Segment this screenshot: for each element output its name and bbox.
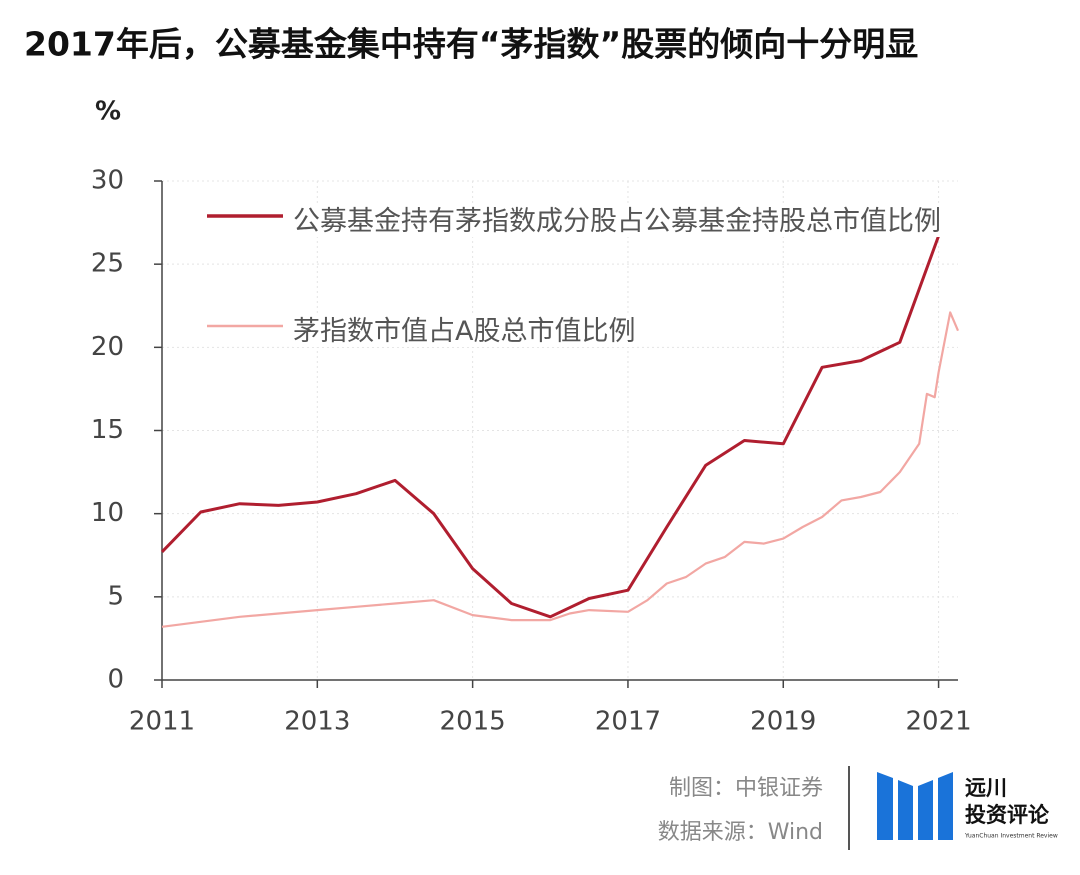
x-tick-label: 2011 [129, 707, 195, 737]
y-tick-label: 0 [107, 665, 124, 695]
y-tick-label: 10 [91, 498, 124, 528]
legend-label: 茅指数市值占A股总市值比例 [293, 316, 636, 347]
legend-box: 茅指数市值占A股总市值比例 [293, 316, 636, 347]
y-tick-label: 15 [91, 415, 124, 445]
y-axis-label: % [95, 97, 121, 127]
series-line [161, 311, 960, 628]
logo-mark [877, 772, 953, 840]
chart-title: 2017年后，公募基金集中持有“茅指数”股票的倾向十分明显 [24, 25, 918, 64]
x-tick-label: 2021 [905, 707, 971, 737]
legend-label: 公募基金持有茅指数成分股占公募基金持股总市值比例 [293, 206, 941, 237]
x-tick-label: 2013 [284, 707, 350, 737]
series-line [160, 235, 941, 619]
legend-box: 公募基金持有茅指数成分股占公募基金持股总市值比例 [293, 206, 941, 237]
logo-text: 投资评论 [965, 803, 1050, 827]
x-tick-label: 2017 [595, 707, 661, 737]
y-tick-label: 20 [91, 332, 124, 362]
y-tick-label: 25 [91, 249, 124, 279]
source: 数据来源：Wind [658, 820, 823, 845]
y-tick-label: 5 [107, 581, 124, 611]
x-tick-label: 2015 [440, 707, 506, 737]
x-tick-label: 2019 [750, 707, 816, 737]
credit: 制图：中银证券 [669, 776, 823, 801]
y-tick-label: 30 [91, 166, 124, 196]
logo-english: YuanChuan Investment Review [964, 833, 1058, 840]
logo-text: 远川 [965, 776, 1007, 800]
